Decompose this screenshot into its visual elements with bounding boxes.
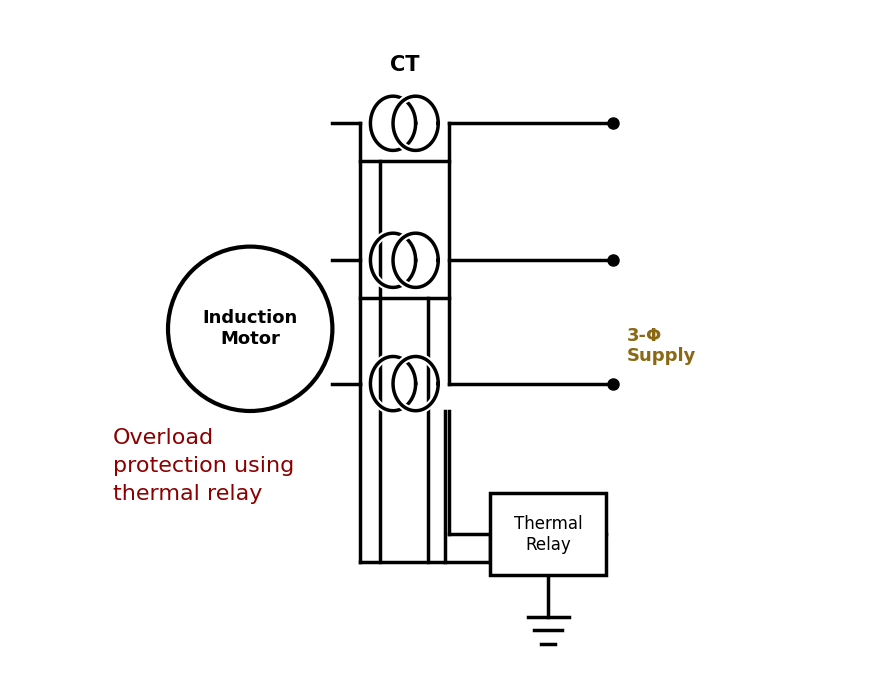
Text: 3-Φ
Supply: 3-Φ Supply (627, 327, 697, 365)
FancyBboxPatch shape (490, 493, 606, 575)
Text: Overload
protection using
thermal relay: Overload protection using thermal relay (113, 428, 294, 503)
Text: Thermal
Relay: Thermal Relay (514, 515, 583, 553)
Text: Induction
Motor: Induction Motor (202, 310, 298, 348)
Text: CT: CT (390, 55, 419, 75)
